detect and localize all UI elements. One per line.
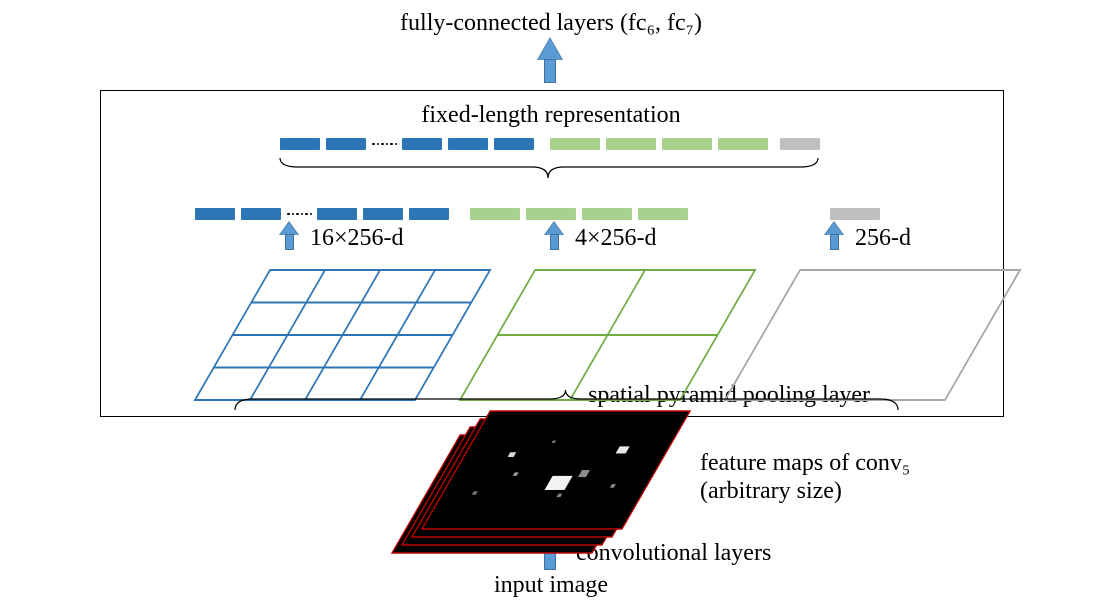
toprow-green-bar — [662, 138, 712, 150]
arrow-d1 — [825, 222, 843, 250]
label-fixed: fixed-length representation — [421, 102, 680, 129]
toprow-green-bar — [606, 138, 656, 150]
label-top: fully-connected layers (fc₆, fc₇) — [400, 10, 702, 37]
label-fmap1: feature maps of conv₅ — [700, 450, 910, 477]
label-dim16: 16×256-d — [310, 225, 404, 252]
toprow-green-bar — [550, 138, 600, 150]
toprow-green-bar — [718, 138, 768, 150]
midrow-green-bar — [582, 208, 632, 220]
brace-top — [278, 156, 822, 182]
midrow-green-bar — [638, 208, 688, 220]
feature-map-stack — [389, 408, 693, 556]
label-input: input image — [494, 572, 608, 599]
toprow-blue-bar — [448, 138, 488, 150]
toprow-gray-bar — [780, 138, 820, 150]
toprow-blue-bar — [280, 138, 320, 150]
toprow-blue-bar — [402, 138, 442, 150]
label-dim4: 4×256-d — [575, 225, 657, 252]
brace-bottom — [233, 388, 902, 414]
midrow-gray-bar — [830, 208, 880, 220]
plate-1x1 — [723, 268, 1022, 402]
toprow-blue-ellipsis — [372, 138, 398, 150]
label-dim1: 256-d — [855, 225, 911, 252]
arrow-d16 — [280, 222, 298, 250]
midrow-green-bar — [470, 208, 520, 220]
label-fmap2: (arbitrary size) — [700, 478, 842, 505]
midrow-blue-bar — [409, 208, 449, 220]
midrow-blue-ellipsis — [287, 208, 313, 220]
midrow-blue-bar — [241, 208, 281, 220]
toprow-blue-bar — [494, 138, 534, 150]
midrow-blue-bar — [363, 208, 403, 220]
midrow-green-bar — [526, 208, 576, 220]
midrow-blue-bar — [317, 208, 357, 220]
arrow-d4 — [545, 222, 563, 250]
plate-2x2 — [458, 268, 757, 402]
arrow-top — [538, 38, 562, 83]
toprow-blue-bar — [326, 138, 366, 150]
midrow-blue-bar — [195, 208, 235, 220]
plate-4x4 — [193, 268, 492, 402]
